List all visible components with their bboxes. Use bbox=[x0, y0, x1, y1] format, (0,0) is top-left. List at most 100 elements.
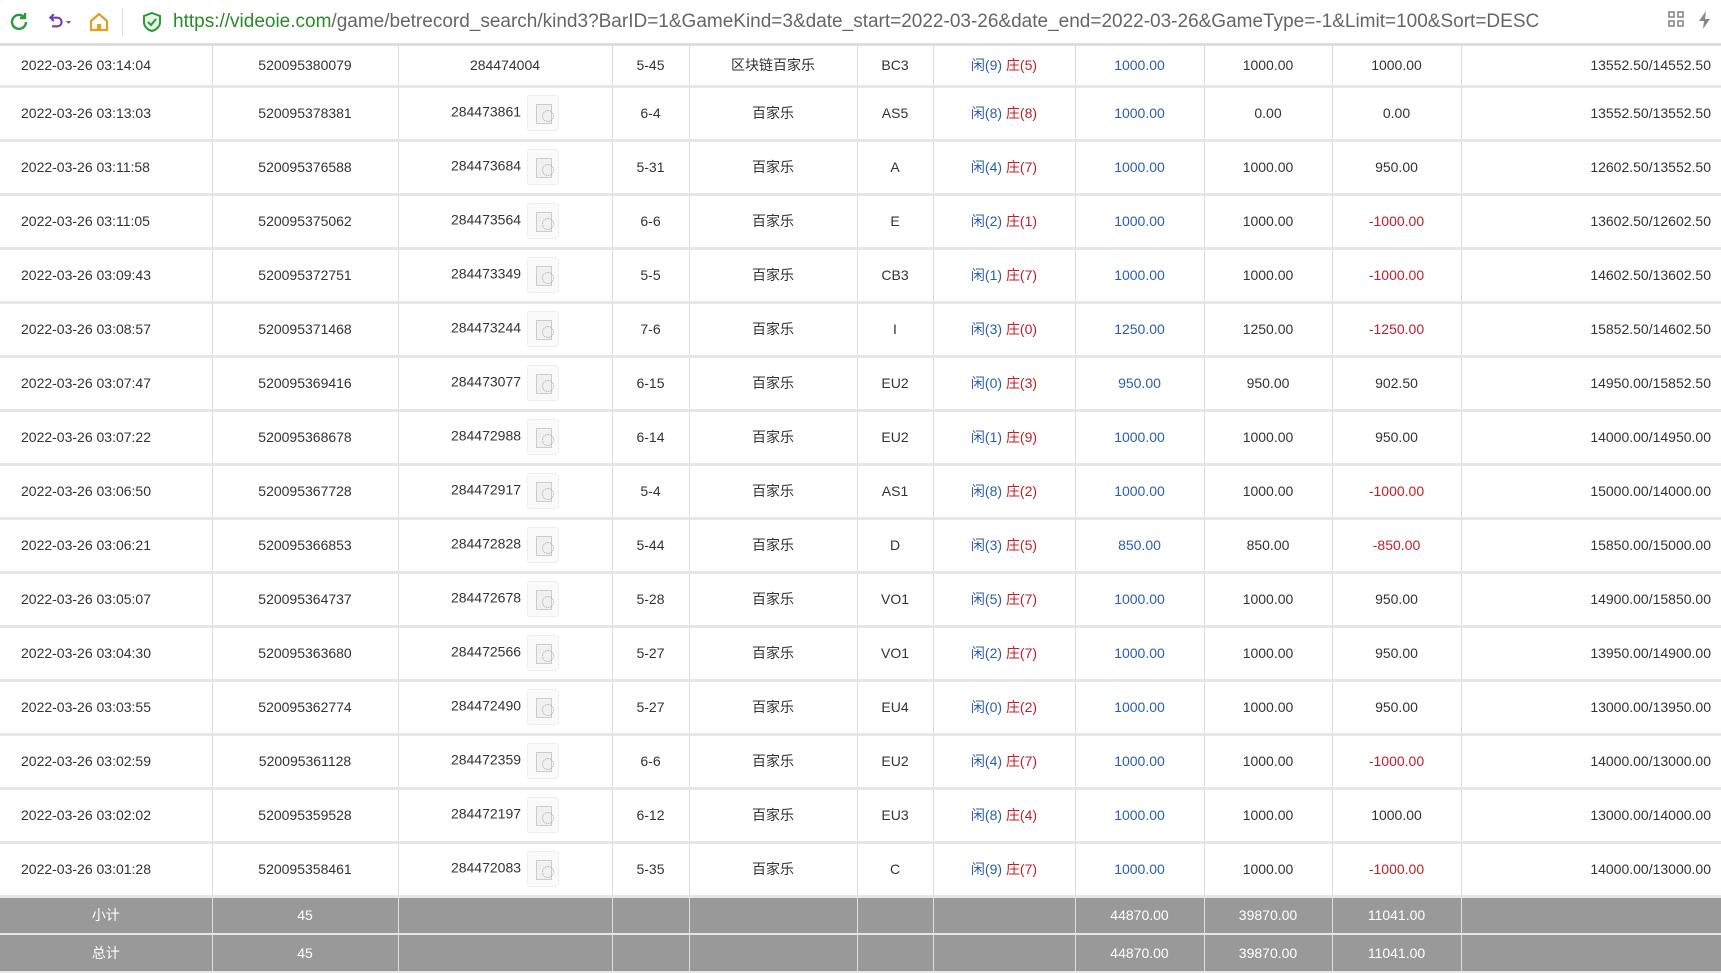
player-result: 闲(2) bbox=[970, 645, 1003, 661]
round-id: 284473684 bbox=[450, 157, 522, 174]
bet-id: 520095361128 bbox=[212, 734, 399, 790]
game-type: 百家乐 bbox=[689, 464, 858, 520]
table-row: 2022-03-26 03:14:04 520095380079 284474004… bbox=[0, 46, 1721, 88]
win-loss: 950.00 bbox=[1332, 410, 1462, 466]
round-id: 284472828 bbox=[450, 535, 522, 552]
table-code: EU2 bbox=[857, 356, 934, 412]
round-id-cell: 284473244 bbox=[398, 302, 613, 358]
bet-amount: 1000.00 bbox=[1075, 842, 1205, 898]
bet-time: 2022-03-26 03:03:55 bbox=[0, 680, 213, 736]
balance-change: 15000.00/14000.00 bbox=[1461, 464, 1721, 520]
result-image-icon[interactable] bbox=[527, 743, 560, 779]
table-row: 2022-03-26 03:09:43 520095372751 284473349… bbox=[0, 248, 1721, 304]
banker-result: 庄(5) bbox=[1005, 57, 1038, 74]
table-code: A bbox=[857, 140, 934, 196]
result-cell: 闲(9) 庄(5) bbox=[933, 46, 1076, 88]
table-code: BC3 bbox=[857, 46, 934, 88]
game-type: 百家乐 bbox=[689, 248, 858, 304]
balance-change: 13552.50/13552.50 bbox=[1461, 86, 1721, 142]
result-image-icon[interactable] bbox=[527, 419, 560, 455]
result-image-icon[interactable] bbox=[527, 203, 560, 239]
bolt-icon[interactable] bbox=[1697, 10, 1713, 35]
bet-id: 520095376588 bbox=[212, 140, 399, 196]
result-image-icon[interactable] bbox=[527, 797, 560, 833]
bet-id: 520095363680 bbox=[212, 626, 399, 682]
bet-id: 520095368678 bbox=[212, 410, 399, 466]
bet-id: 520095359528 bbox=[212, 788, 399, 844]
table-row: 2022-03-26 03:11:05 520095375062 284473564… bbox=[0, 194, 1721, 250]
balance-change: 15852.50/14602.50 bbox=[1461, 302, 1721, 358]
qr-icon[interactable] bbox=[1667, 10, 1685, 35]
result-cell: 闲(5) 庄(7) bbox=[933, 572, 1076, 628]
result-cell: 闲(0) 庄(3) bbox=[933, 356, 1076, 412]
bet-amount: 950.00 bbox=[1075, 356, 1205, 412]
result-image-icon[interactable] bbox=[527, 635, 560, 671]
result-image-icon[interactable] bbox=[527, 149, 560, 185]
shoe-number: 5-5 bbox=[612, 248, 690, 304]
refresh-icon[interactable] bbox=[6, 9, 32, 35]
table-code: VO1 bbox=[857, 626, 934, 682]
empty-cell bbox=[612, 934, 690, 973]
table-row: 2022-03-26 03:02:59 520095361128 284472359… bbox=[0, 734, 1721, 790]
shoe-number: 5-31 bbox=[612, 140, 690, 196]
game-type: 百家乐 bbox=[689, 734, 858, 790]
bet-amount: 1000.00 bbox=[1075, 464, 1205, 520]
round-id-cell: 284472678 bbox=[398, 572, 613, 628]
summary-label: 小计 bbox=[0, 896, 213, 935]
win-loss: 0.00 bbox=[1332, 86, 1462, 142]
round-id: 284474004 bbox=[469, 57, 541, 74]
result-image-icon[interactable] bbox=[527, 689, 560, 725]
win-loss: 950.00 bbox=[1332, 680, 1462, 736]
result-image-icon[interactable] bbox=[527, 581, 560, 617]
round-id: 284472917 bbox=[450, 481, 522, 498]
empty-cell bbox=[933, 934, 1076, 973]
result-image-icon[interactable] bbox=[527, 365, 560, 401]
win-loss: -1000.00 bbox=[1332, 464, 1462, 520]
bet-id: 520095371468 bbox=[212, 302, 399, 358]
bet-amount: 1250.00 bbox=[1075, 302, 1205, 358]
empty-cell bbox=[1461, 934, 1721, 973]
win-loss: -850.00 bbox=[1332, 518, 1462, 574]
banker-result: 庄(9) bbox=[1005, 429, 1038, 445]
banker-result: 庄(2) bbox=[1005, 483, 1038, 499]
result-image-icon[interactable] bbox=[527, 473, 560, 509]
table-row: 2022-03-26 03:03:55 520095362774 284472490… bbox=[0, 680, 1721, 736]
result-image-icon[interactable] bbox=[527, 311, 560, 347]
result-image-icon[interactable] bbox=[527, 851, 560, 887]
banker-result: 庄(8) bbox=[1005, 105, 1038, 121]
table-code: EU3 bbox=[857, 788, 934, 844]
shoe-number: 6-15 bbox=[612, 356, 690, 412]
banker-result: 庄(7) bbox=[1005, 159, 1038, 175]
result-image-icon[interactable] bbox=[527, 95, 560, 131]
balance-change: 14000.00/14950.00 bbox=[1461, 410, 1721, 466]
home-icon[interactable] bbox=[86, 9, 112, 35]
round-id-cell: 284472917 bbox=[398, 464, 613, 520]
player-result: 闲(9) bbox=[970, 861, 1003, 877]
address-bar[interactable]: https://videoie.com/game/betrecord_searc… bbox=[173, 11, 1539, 33]
round-id: 284473349 bbox=[450, 265, 522, 282]
round-id-cell: 284473564 bbox=[398, 194, 613, 250]
undo-icon[interactable] bbox=[46, 9, 72, 35]
game-type: 百家乐 bbox=[689, 680, 858, 736]
bet-amount: 1000.00 bbox=[1075, 626, 1205, 682]
result-cell: 闲(2) 庄(1) bbox=[933, 194, 1076, 250]
summary-valid: 39870.00 bbox=[1204, 896, 1333, 935]
result-image-icon[interactable] bbox=[527, 257, 560, 293]
bet-amount: 1000.00 bbox=[1075, 194, 1205, 250]
win-loss: 950.00 bbox=[1332, 626, 1462, 682]
player-result: 闲(3) bbox=[970, 537, 1003, 553]
shoe-number: 5-44 bbox=[612, 518, 690, 574]
result-image-icon[interactable] bbox=[527, 527, 560, 563]
bet-amount: 1000.00 bbox=[1075, 410, 1205, 466]
round-id-cell: 284472566 bbox=[398, 626, 613, 682]
bet-id: 520095372751 bbox=[212, 248, 399, 304]
table-code: I bbox=[857, 302, 934, 358]
balance-change: 13000.00/13950.00 bbox=[1461, 680, 1721, 736]
result-cell: 闲(1) 庄(9) bbox=[933, 410, 1076, 466]
player-result: 闲(1) bbox=[970, 267, 1003, 283]
shoe-number: 6-4 bbox=[612, 86, 690, 142]
bet-time: 2022-03-26 03:13:03 bbox=[0, 86, 213, 142]
game-type: 百家乐 bbox=[689, 626, 858, 682]
player-result: 闲(4) bbox=[970, 159, 1003, 175]
balance-change: 13602.50/12602.50 bbox=[1461, 194, 1721, 250]
